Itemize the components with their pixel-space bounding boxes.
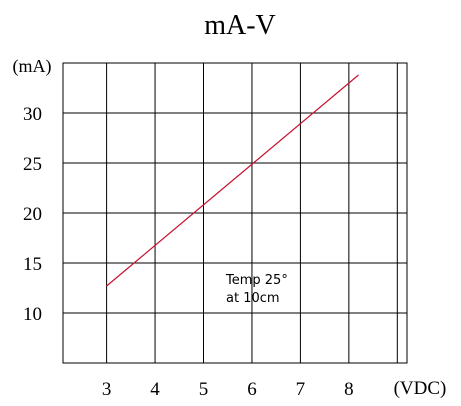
x-tick-label: 5: [199, 379, 209, 400]
annotation-temp: Temp 25°: [225, 273, 288, 288]
y-tick-label: 10: [23, 304, 42, 325]
annotation-distance: at 10cm: [226, 291, 280, 306]
x-tick-label: 8: [344, 379, 354, 400]
x-tick-label: 7: [296, 379, 306, 400]
chart-title: mA-V: [204, 10, 276, 41]
x-tick-label: 3: [102, 379, 112, 400]
plot-grid: [63, 63, 407, 363]
x-tick-labels: 3 4 5 6 7 8: [102, 379, 354, 400]
series-line: [106, 74, 359, 287]
x-tick-label: 4: [150, 379, 160, 400]
y-tick-labels: 10 15 20 25 30: [23, 104, 42, 325]
y-tick-label: 30: [23, 104, 42, 125]
x-axis-label: (VDC): [394, 378, 447, 399]
x-tick-label: 6: [247, 379, 257, 400]
y-tick-label: 25: [23, 154, 42, 175]
plot-frame: [62, 62, 408, 364]
y-axis-label: (mA): [13, 56, 52, 77]
series-lines: [106, 74, 359, 287]
y-tick-label: 20: [23, 204, 42, 225]
y-tick-label: 15: [23, 254, 42, 275]
